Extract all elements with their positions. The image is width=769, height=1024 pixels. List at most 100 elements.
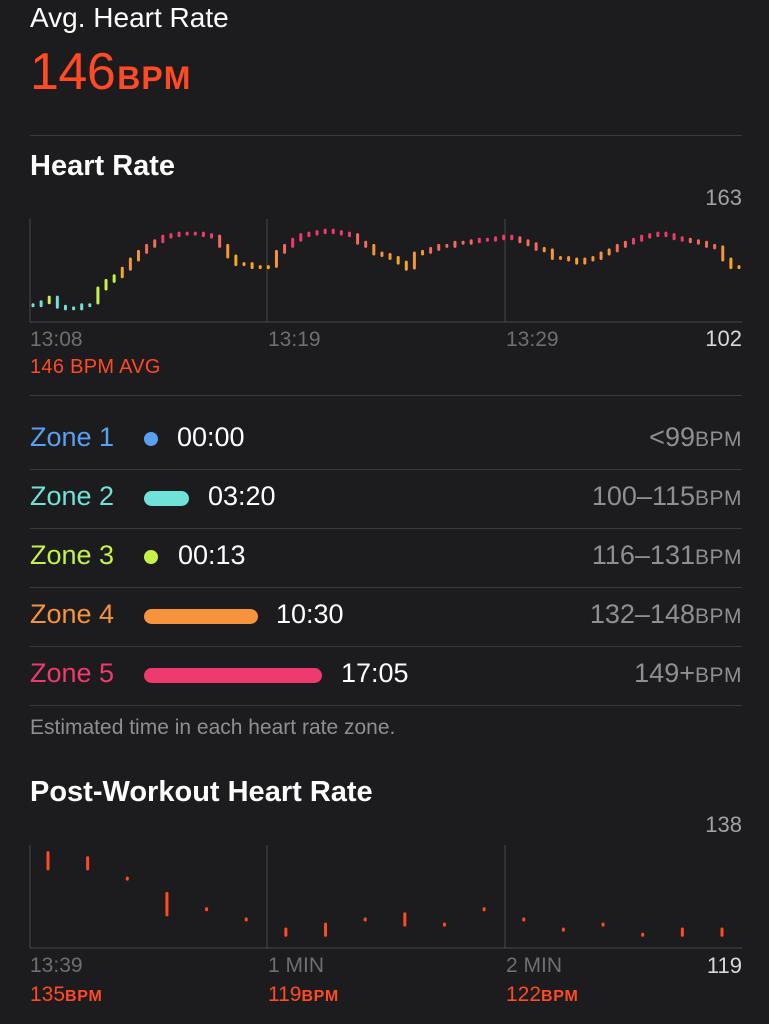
post-data-point (324, 922, 328, 937)
hr-data-point (421, 249, 425, 256)
zone-name: Zone 2 (30, 481, 115, 511)
post-data-point (244, 917, 248, 922)
avg-heart-rate-unit: BPM (117, 60, 192, 96)
hr-data-point (315, 230, 319, 236)
hr-data-point (128, 257, 132, 271)
zone-duration: 17:05 (341, 658, 409, 688)
zone-range-unit: BPM (694, 428, 742, 451)
zones-note: Estimated time in each heart rate zone. (30, 716, 396, 739)
hr-data-point (380, 251, 384, 257)
hr-data-point (291, 237, 295, 248)
post-time-label-1min: 1 MIN (268, 954, 325, 977)
post-stat-unit: BPM (65, 988, 103, 1005)
hr-data-point (688, 237, 692, 244)
hr-data-point (242, 262, 246, 267)
hr-data-point (721, 245, 725, 262)
hr-data-point (705, 240, 709, 248)
hr-data-point (404, 260, 408, 271)
post-stat-value: 122 (506, 983, 542, 1006)
zone-row-5[interactable]: Zone 5 17:05 149+BPM (30, 646, 742, 705)
post-data-point (641, 932, 645, 937)
zone-row-2[interactable]: Zone 2 03:20 100–115BPM (30, 469, 742, 528)
hr-data-point (648, 233, 652, 239)
zone-5-bar (144, 668, 322, 683)
zone-row-1[interactable]: Zone 1 00:00 <99BPM (30, 410, 742, 469)
post-stat-value: 135 (30, 983, 66, 1006)
hr-data-point (664, 231, 668, 238)
divider (30, 469, 742, 470)
hr-data-point (210, 233, 214, 239)
hr-data-point (283, 243, 287, 254)
hr-data-point (396, 256, 400, 265)
avg-heart-rate-number: 146 (30, 43, 116, 101)
hr-data-point (737, 265, 741, 270)
divider (30, 395, 742, 396)
hr-data-point (31, 303, 35, 308)
zone-range-value: 116–131 (591, 540, 695, 570)
zone-range-value: 149+ (634, 658, 695, 688)
post-stat-value: 119 (268, 983, 302, 1006)
post-data-point (284, 927, 288, 937)
zone-range: 116–131BPM (592, 540, 742, 571)
hr-data-point (599, 251, 603, 261)
zone-duration: 10:30 (276, 599, 344, 629)
hr-data-point (502, 234, 506, 241)
heart-rate-max-label: 163 (705, 185, 742, 210)
hr-time-label-start: 13:08 (30, 328, 83, 351)
post-data-point (205, 907, 209, 912)
hr-time-label-mid: 13:19 (268, 328, 321, 351)
avg-heart-rate-value: 146BPM (30, 42, 191, 102)
zone-duration: 00:00 (177, 422, 245, 452)
post-data-point (363, 917, 367, 922)
post-stat-unit: BPM (301, 988, 339, 1005)
hr-data-point (112, 274, 116, 283)
zone-row-3[interactable]: Zone 3 00:13 116–131BPM (30, 528, 742, 587)
hr-data-point (185, 231, 189, 236)
hr-data-point (274, 249, 278, 268)
zone-name: Zone 3 (30, 540, 115, 570)
hr-data-point (80, 303, 84, 311)
post-stat-1min: 119BPM (268, 983, 339, 1007)
zone-range: 132–148BPM (590, 599, 742, 630)
zone-duration: 03:20 (208, 481, 276, 511)
hr-data-point (510, 234, 514, 241)
zone-range-unit: BPM (694, 487, 742, 510)
zone-range-value: 132–148 (589, 599, 695, 629)
hr-data-point (96, 286, 100, 305)
hr-data-point (307, 231, 311, 238)
hr-data-point (145, 243, 149, 254)
hr-data-point (72, 306, 76, 311)
hr-data-point (567, 256, 571, 262)
divider (30, 646, 742, 647)
zone-range-unit: BPM (694, 605, 742, 628)
hr-data-point (696, 239, 700, 245)
post-stat-2min: 122BPM (506, 983, 578, 1007)
hr-data-point (250, 262, 254, 270)
post-data-point (601, 922, 605, 927)
hr-data-point (234, 254, 238, 267)
divider (30, 587, 742, 588)
post-time-label-start: 13:39 (30, 954, 83, 977)
post-data-point (442, 922, 446, 927)
hr-data-point (161, 234, 165, 244)
hr-data-point (461, 240, 465, 245)
post-data-point (86, 856, 90, 871)
zone-row-4[interactable]: Zone 4 10:30 132–148BPM (30, 587, 742, 646)
hr-data-point (640, 234, 644, 242)
zone-range: 100–115BPM (592, 481, 742, 512)
post-data-point (561, 927, 565, 932)
hr-data-point (469, 239, 473, 245)
hr-data-point (169, 233, 173, 239)
heart-rate-min-label: 102 (705, 326, 742, 351)
hr-data-point (485, 237, 489, 242)
zone-4-bar (144, 609, 258, 624)
hr-data-point (632, 237, 636, 245)
post-data-point (403, 912, 407, 927)
hr-data-point (412, 251, 416, 270)
post-data-point (482, 907, 486, 912)
hr-data-point (120, 266, 124, 279)
zone-name: Zone 1 (30, 422, 115, 452)
hr-data-point (729, 257, 733, 270)
post-data-point (522, 917, 526, 922)
